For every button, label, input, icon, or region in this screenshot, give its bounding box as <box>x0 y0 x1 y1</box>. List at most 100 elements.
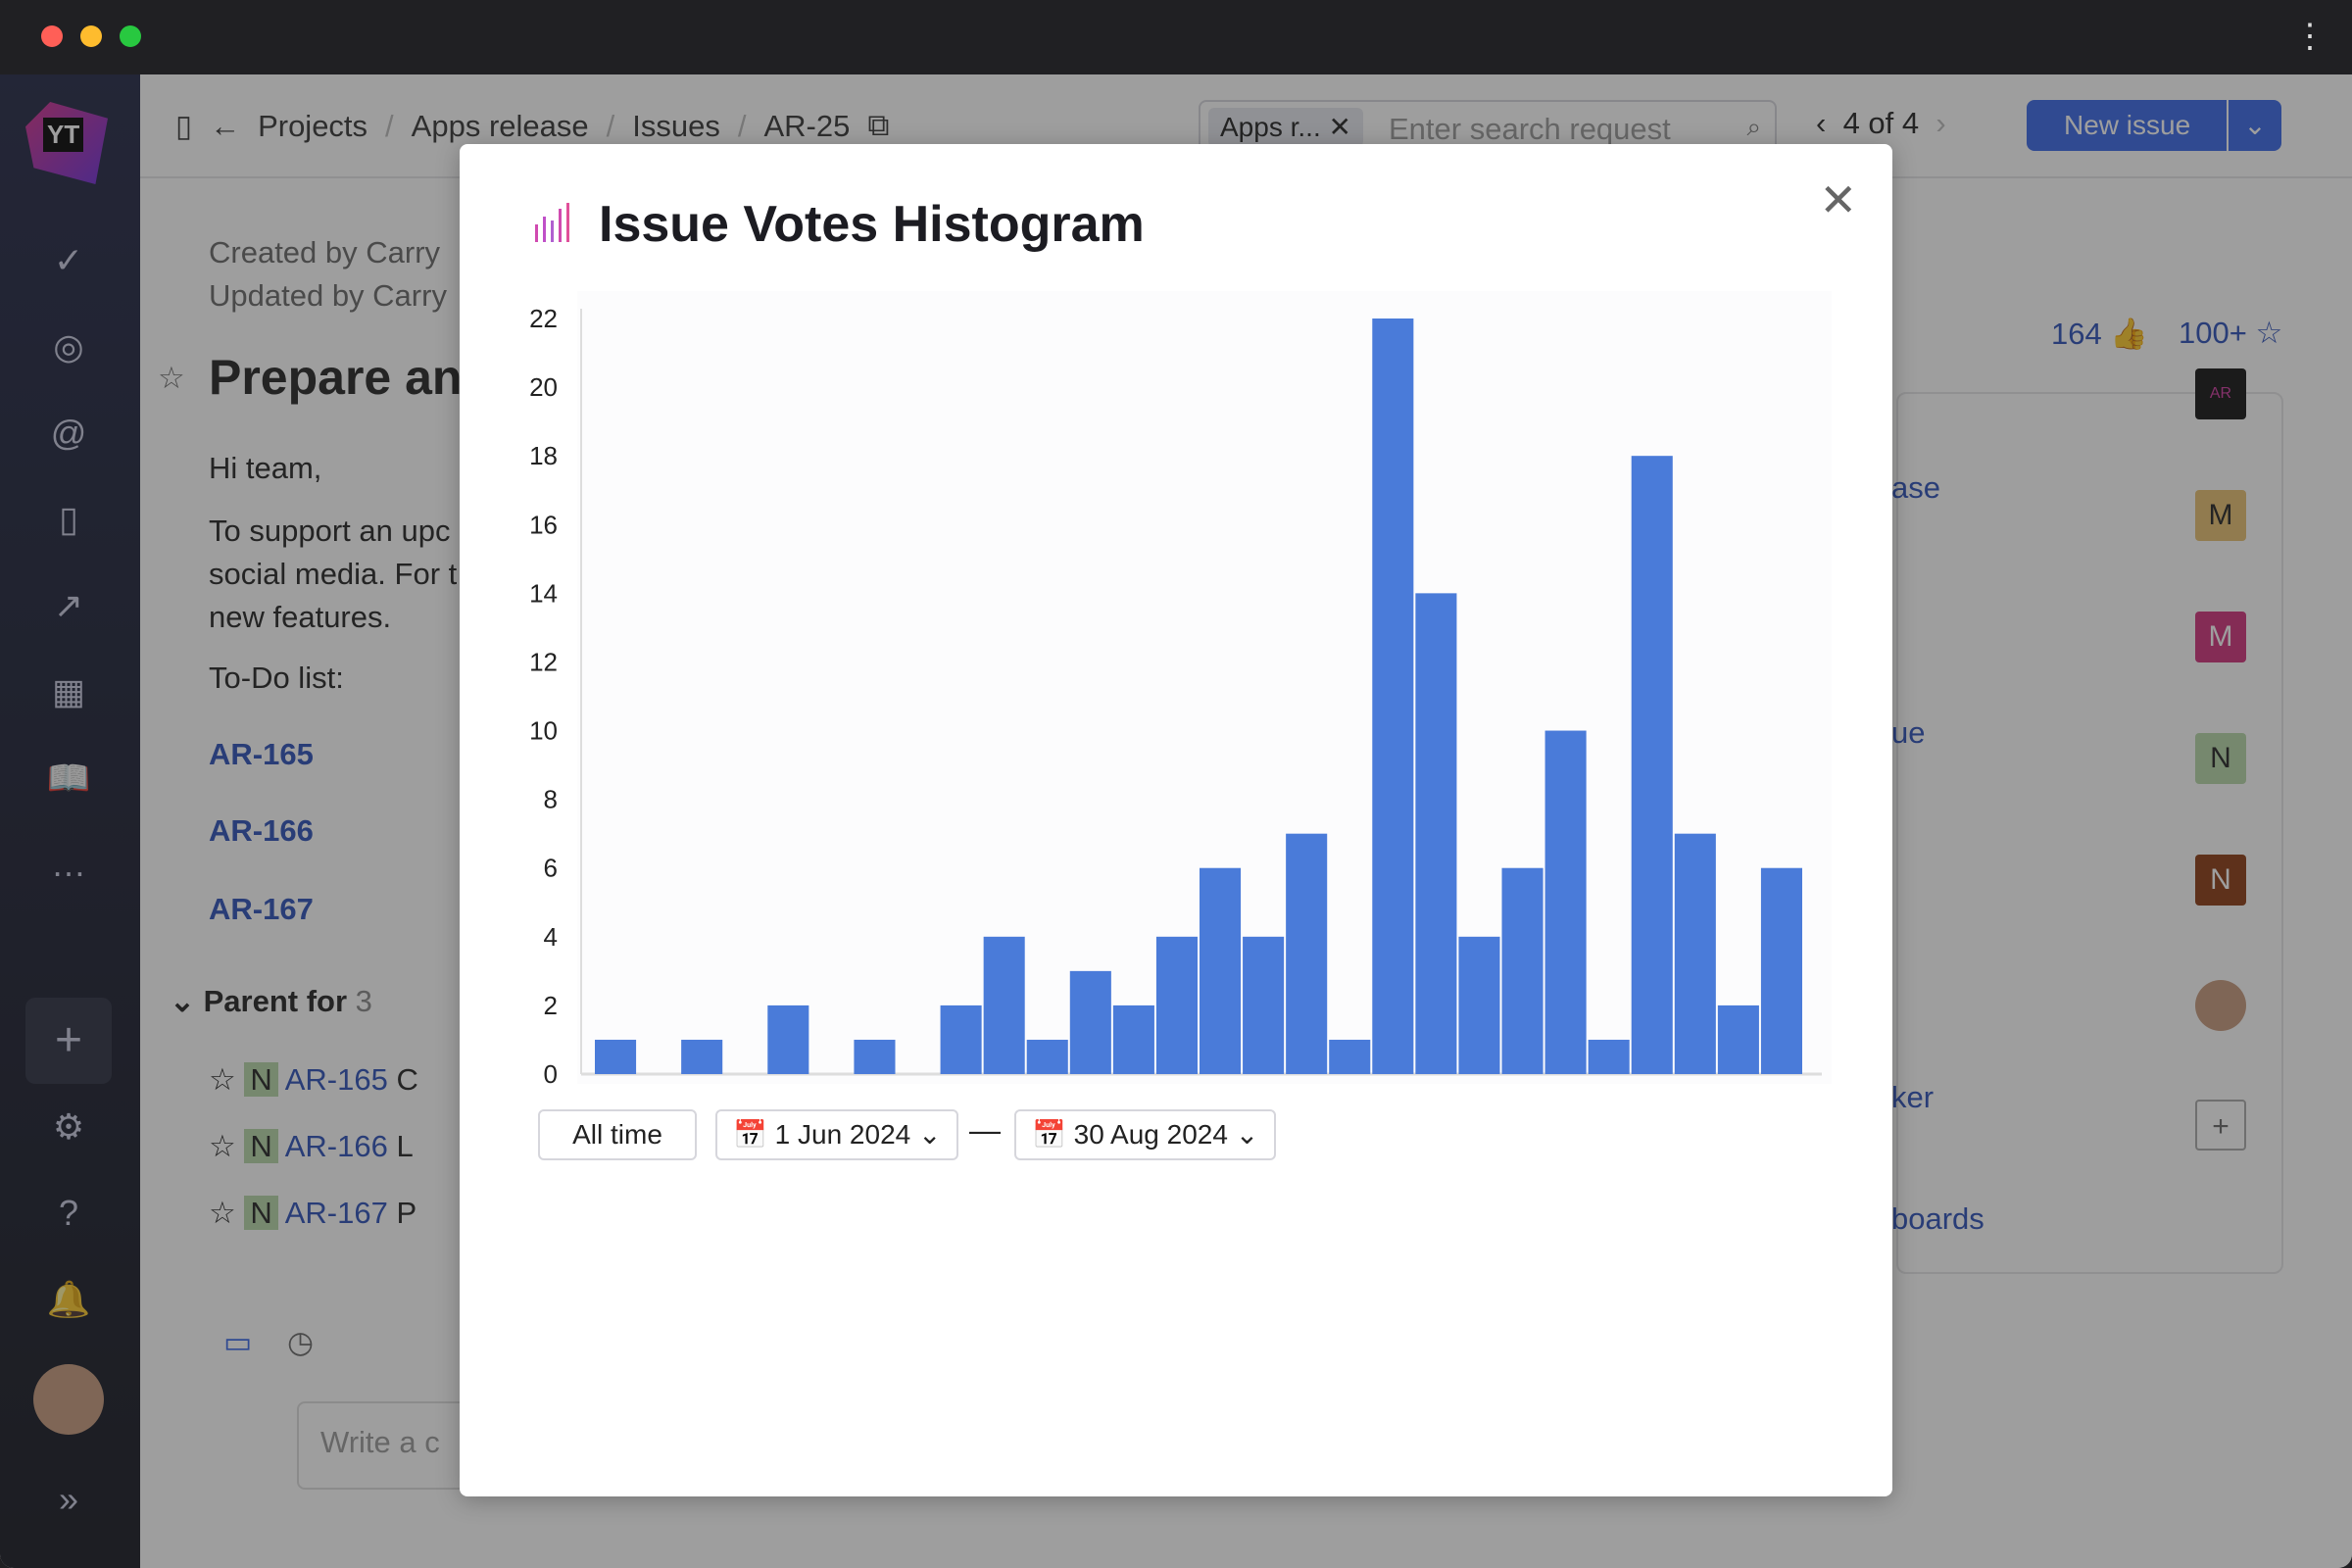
histogram-bar <box>1372 318 1414 1074</box>
close-window-button[interactable] <box>41 25 63 47</box>
histogram-bar <box>1243 936 1285 1074</box>
grid-icon[interactable]: ▦ <box>51 671 85 711</box>
back-arrow-icon[interactable]: ← <box>210 108 241 143</box>
book-open-icon[interactable]: 📖 <box>46 758 91 798</box>
search-icon[interactable]: ⌕ <box>1746 112 1761 141</box>
y-tick-label: 10 <box>529 716 558 746</box>
kebab-vertical-icon[interactable]: ⋮ <box>2293 18 2327 55</box>
chart-line-icon[interactable]: ↗ <box>53 585 84 625</box>
star-icon[interactable]: ☆ <box>158 361 185 395</box>
y-tick-label: 2 <box>544 991 558 1020</box>
histogram-bar <box>1415 593 1457 1074</box>
histogram-bar <box>1501 867 1544 1074</box>
dialog-title: Issue Votes Histogram <box>599 196 1145 253</box>
board-icon[interactable]: ▯ <box>59 499 78 539</box>
y-tick-label: 18 <box>529 441 558 470</box>
histogram-bar <box>681 1039 723 1074</box>
search-input[interactable]: Apps r... ✕ Enter search request ⌕ <box>1199 100 1777 153</box>
y-tick-label: 16 <box>529 510 558 539</box>
field-avatar: N <box>2195 855 2246 906</box>
pager-text: 4 of 4 <box>1842 106 1920 140</box>
gear-icon[interactable]: ⚙ <box>52 1106 85 1147</box>
bell-icon[interactable]: 🔔 <box>46 1279 91 1319</box>
chevron-down-icon: ⌄ <box>1235 1119 1259 1150</box>
histogram-bar <box>1760 867 1802 1074</box>
project-field[interactable]: ase <box>1891 470 1940 505</box>
histogram-bar <box>1200 867 1242 1074</box>
plus-icon[interactable]: + <box>25 998 112 1084</box>
histogram-bar <box>940 1004 982 1074</box>
child-row[interactable]: ☆ N AR-166 L <box>209 1129 414 1163</box>
from-date-picker[interactable]: 📅 1 Jun 2024 ⌄ <box>715 1109 959 1160</box>
field-avatar: M <box>2195 612 2246 662</box>
histogram-bar <box>1544 730 1587 1074</box>
zoom-window-button[interactable] <box>120 25 141 47</box>
field-value[interactable]: ker <box>1891 1080 1935 1114</box>
breadcrumb: ▯ ← Projects / Apps release / Issues / AR-2… <box>175 108 890 143</box>
histogram-bar <box>1155 936 1198 1074</box>
breadcrumb-issue[interactable]: AR-25 <box>763 108 851 143</box>
field-value[interactable]: ue <box>1891 715 1926 750</box>
to-date-picker[interactable]: 📅 30 Aug 2024 ⌄ <box>1014 1109 1277 1160</box>
search-chip[interactable]: Apps r... ✕ <box>1208 108 1363 147</box>
breadcrumb-issues[interactable]: Issues <box>632 108 720 143</box>
breadcrumb-project[interactable]: Apps release <box>411 108 589 143</box>
search-placeholder: Enter search request <box>1389 112 1671 146</box>
expand-icon[interactable]: » <box>58 1479 79 1519</box>
todo-link[interactable]: AR-166 <box>209 813 314 848</box>
votes[interactable]: 164 👍 <box>2051 317 2148 351</box>
logo-text: YT <box>43 118 84 152</box>
pager: ‹ 4 of 4 › <box>1816 106 1946 141</box>
created-by: Created by Carry <box>209 235 441 270</box>
copy-icon[interactable]: ⧉ <box>867 108 890 142</box>
chevron-down-icon[interactable]: ⌄ <box>2227 100 2281 151</box>
y-tick-label: 8 <box>544 785 558 814</box>
close-icon[interactable]: ✕ <box>1819 174 1857 225</box>
plus-icon[interactable]: + <box>2195 1100 2246 1151</box>
check-circle-icon[interactable]: ✓ <box>53 240 84 280</box>
calendar-icon: 📅 <box>1032 1119 1066 1150</box>
next-icon[interactable]: › <box>1936 106 1946 140</box>
y-tick-label: 20 <box>529 372 558 402</box>
sidebar-toggle-icon[interactable]: ▯ <box>175 108 193 143</box>
histogram-bar <box>1329 1039 1371 1074</box>
more-icon[interactable]: … <box>51 844 86 884</box>
parent-for-toggle[interactable]: ⌄ Parent for 3 <box>170 984 372 1018</box>
boards-link[interactable]: boards <box>1891 1201 1984 1236</box>
y-tick-label: 4 <box>544 922 558 952</box>
new-issue-button[interactable]: New issue ⌄ <box>2027 100 2281 151</box>
child-row[interactable]: ☆ N AR-167 P <box>209 1196 417 1230</box>
body-text: To-Do list: <box>209 661 344 695</box>
calendar-icon: 📅 <box>733 1119 767 1150</box>
histogram-bar <box>1286 833 1328 1074</box>
youtrack-logo[interactable]: YT <box>25 102 108 184</box>
help-icon[interactable]: ? <box>58 1193 79 1233</box>
window-titlebar: ⋮ <box>0 0 2352 74</box>
breadcrumb-projects[interactable]: Projects <box>258 108 368 143</box>
body-text: social media. For t <box>209 557 458 591</box>
all-time-button[interactable]: All time <box>538 1109 697 1160</box>
lifebuoy-icon[interactable]: ◎ <box>53 326 84 367</box>
histogram-bar <box>1069 970 1111 1074</box>
comments-tab[interactable]: ▭ <box>223 1325 253 1359</box>
minimize-window-button[interactable] <box>80 25 102 47</box>
chevron-down-icon: ⌄ <box>918 1119 942 1150</box>
stars[interactable]: 100+ ☆ <box>2179 316 2283 350</box>
comment-input[interactable]: Write a c <box>297 1401 591 1490</box>
updated-by: Updated by Carry <box>209 278 447 313</box>
avatar[interactable] <box>33 1364 104 1435</box>
project-avatar: AR <box>2195 368 2246 419</box>
body-text: To support an upc <box>209 514 451 548</box>
todo-link[interactable]: AR-165 <box>209 737 314 771</box>
field-avatar: M <box>2195 490 2246 541</box>
sidebar: YT ✓ ◎ @ ▯ ↗ ▦ 📖 … + ⚙ ? 🔔 » <box>0 74 140 1568</box>
spiral-icon[interactable]: @ <box>50 413 87 453</box>
histogram-chart: 0 2 4 6 8 10 12 14 16 18 20 22 <box>529 291 1832 1089</box>
prev-icon[interactable]: ‹ <box>1816 106 1827 140</box>
history-tab[interactable]: ◷ <box>287 1325 315 1359</box>
body-text: Hi team, <box>209 451 322 485</box>
histogram-bar <box>767 1004 809 1074</box>
child-row[interactable]: ☆ N AR-165 C <box>209 1062 418 1097</box>
todo-link[interactable]: AR-167 <box>209 892 314 926</box>
assignee-avatar <box>2195 980 2246 1031</box>
